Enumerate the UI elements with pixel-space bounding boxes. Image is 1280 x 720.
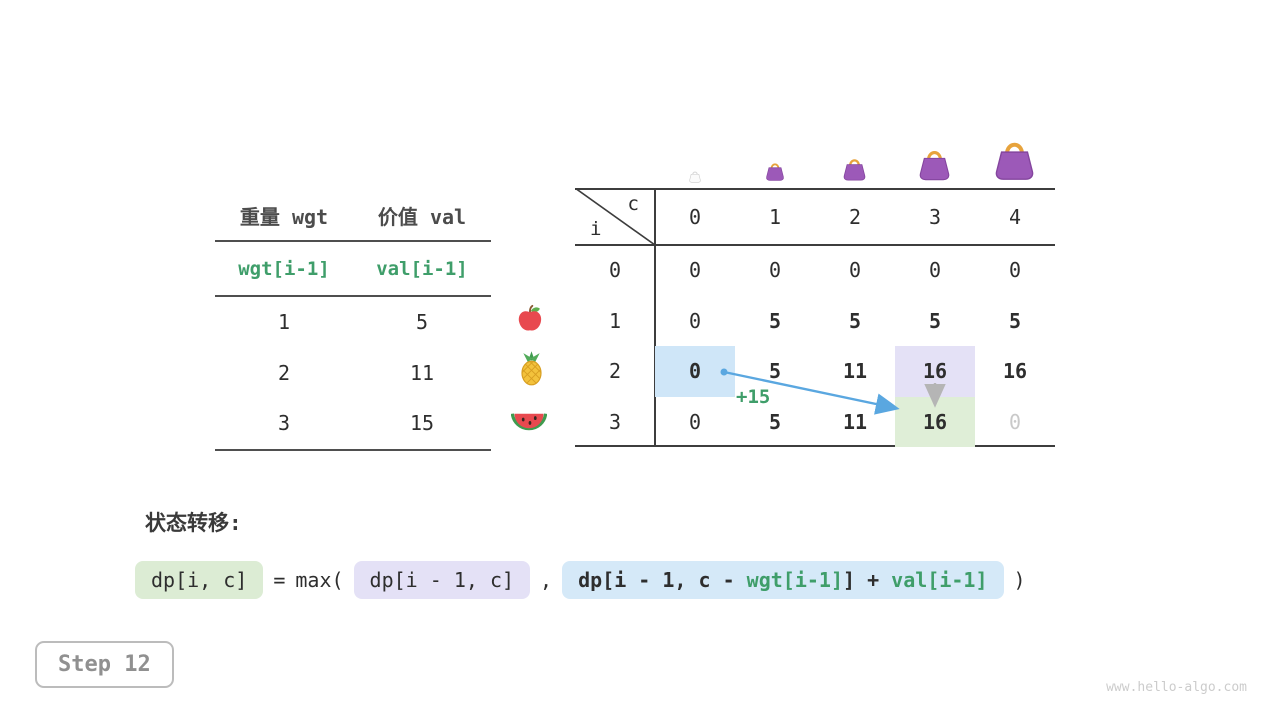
dp-table: c i 0 1 2 3 4 0 1 2 3 0 0 0 0 0 0 5 5 5 …: [575, 188, 1055, 447]
formula-add-text: dp[i - 1, c -: [578, 568, 747, 592]
dp-cell: 5: [1008, 308, 1022, 333]
bag-empty-icon: [688, 169, 702, 183]
bag-large-icon: [916, 144, 953, 182]
item-table: 重量 wgt 价值 val wgt[i-1] val[i-1] 1 5 2 11…: [215, 190, 491, 451]
item-value: 11: [409, 360, 435, 385]
corner-item-label: i: [590, 218, 602, 240]
item-value: 15: [409, 411, 435, 436]
col-header: 1: [768, 204, 782, 229]
item-table-formula-row: wgt[i-1] val[i-1]: [215, 242, 491, 297]
dp-cell: 11: [842, 409, 868, 434]
step-badge: Step 12: [35, 641, 174, 688]
value-formula-label: val[i-1]: [376, 257, 468, 280]
dp-cell: 11: [842, 359, 868, 384]
transition-formula: dp[i, c] = max( dp[i - 1, c] , dp[i - 1,…: [135, 561, 1026, 599]
formula-comma: ,: [540, 568, 553, 592]
formula-add-chip: dp[i - 1, c - wgt[i-1]] + val[i-1]: [562, 561, 1004, 599]
dp-cell-source-skip: 16: [895, 346, 975, 397]
dp-cell: 16: [1002, 359, 1028, 384]
formula-close-paren: ): [1013, 568, 1026, 592]
item-weight: 3: [277, 411, 291, 436]
item-table-header-row: 重量 wgt 价值 val: [215, 190, 491, 242]
dp-cell-uncomputed: 0: [1008, 409, 1022, 434]
dp-table-header-separator: [575, 244, 1055, 246]
col-header: 2: [848, 204, 862, 229]
pineapple-icon: [517, 350, 546, 387]
dp-column-headers: 0 1 2 3 4: [655, 188, 1055, 245]
col-header: 3: [928, 204, 942, 229]
bag-medium-icon: [841, 154, 868, 182]
dp-cell: 5: [768, 308, 782, 333]
col-header: 0: [688, 204, 702, 229]
watermark: www.hello-algo.com: [1106, 680, 1247, 695]
row-header: 2: [608, 359, 622, 384]
item-value: 5: [415, 310, 429, 335]
dp-cell: 0: [688, 409, 702, 434]
dp-cell: 5: [928, 308, 942, 333]
dp-cell: 5: [848, 308, 862, 333]
transition-section-label: 状态转移:: [145, 511, 242, 535]
add-value-annotation: +15: [736, 386, 771, 408]
bag-xlarge-icon: [991, 134, 1038, 182]
dp-cell: 0: [688, 258, 702, 283]
formula-skip-chip: dp[i - 1, c]: [353, 561, 531, 599]
dp-cell-source-add: 0: [655, 346, 735, 397]
col-header: 4: [1008, 204, 1022, 229]
dp-cell-grid: 0 0 0 0 0 0 5 5 5 5 0 5 11 16 16 0 5 11 …: [655, 245, 1055, 447]
dp-table-vertical-separator: [654, 188, 656, 447]
value-column-header: 价值 val: [377, 204, 467, 229]
row-header: 1: [608, 308, 622, 333]
dp-cell: 0: [768, 258, 782, 283]
dp-cell: 0: [928, 258, 942, 283]
dp-table-bottom-border: [575, 445, 1055, 447]
formula-val-term: val[i-1]: [891, 568, 988, 592]
bag-small-icon: [764, 159, 786, 182]
item-weight: 2: [277, 360, 291, 385]
dp-table-top-border: [575, 188, 1055, 190]
watermelon-icon: [511, 406, 547, 435]
row-header: 0: [608, 258, 622, 283]
formula-equals: =: [273, 568, 286, 592]
dp-table-corner-cell: c i: [575, 188, 655, 245]
dp-cell-target: 16: [895, 396, 975, 447]
corner-diagonal-line: [575, 188, 655, 245]
weight-formula-label: wgt[i-1]: [238, 257, 330, 280]
row-header: 3: [608, 409, 622, 434]
item-row: 3 15: [215, 398, 491, 451]
dp-cell: 0: [688, 308, 702, 333]
weight-column-header: 重量 wgt: [239, 204, 329, 229]
apple-icon: [515, 303, 545, 333]
dp-cell: 5: [768, 409, 782, 434]
item-row: 2 11: [215, 348, 491, 399]
item-row: 1 5: [215, 297, 491, 348]
corner-capacity-label: c: [627, 193, 639, 215]
dp-cell: 0: [1008, 258, 1022, 283]
formula-target-chip: dp[i, c]: [135, 561, 264, 599]
dp-row-headers: 0 1 2 3: [575, 245, 655, 447]
item-weight: 1: [277, 310, 291, 335]
dp-cell: 0: [848, 258, 862, 283]
formula-wgt-term: wgt[i-1]: [746, 568, 843, 592]
formula-max-open: max(: [295, 568, 344, 592]
formula-add-text: ] +: [843, 568, 892, 592]
